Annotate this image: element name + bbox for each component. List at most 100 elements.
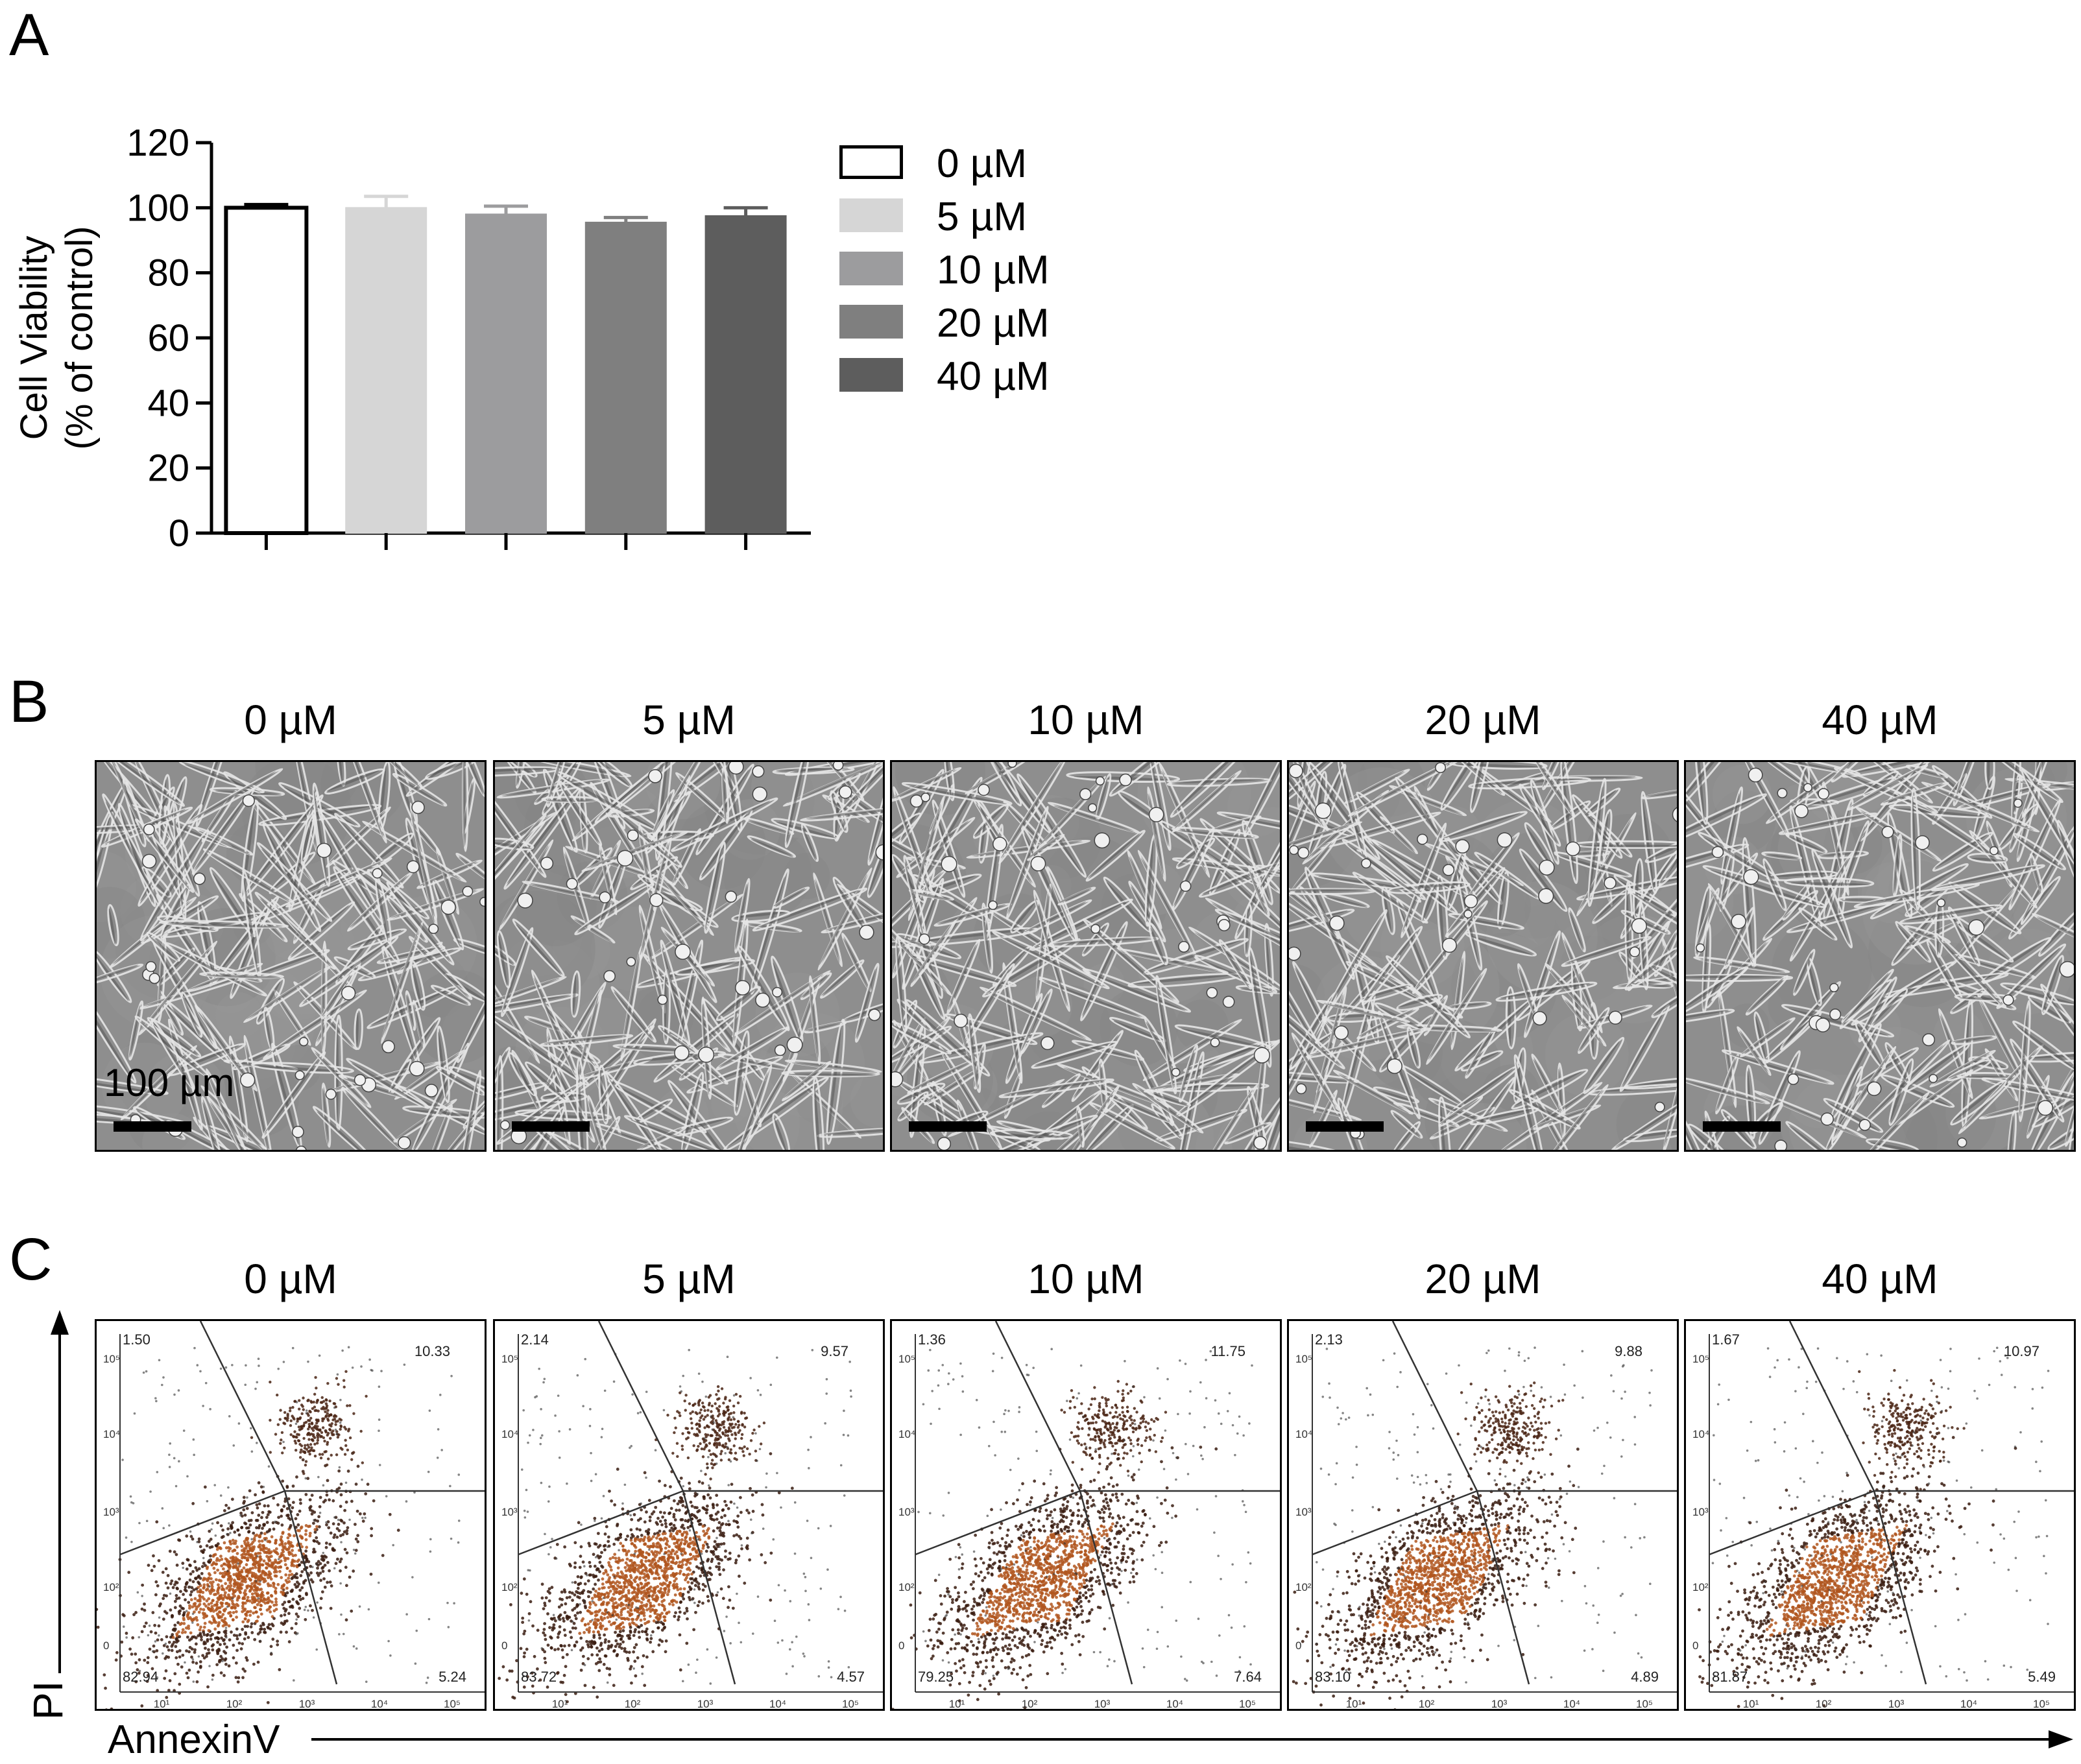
annexin-arrow-head bbox=[2049, 1730, 2073, 1748]
flow-title-2: 10 µM bbox=[1028, 1256, 1144, 1302]
gate-line bbox=[283, 1490, 338, 1685]
gate-line bbox=[199, 1321, 286, 1492]
quadrant-lr-value: 4.57 bbox=[837, 1669, 865, 1685]
flow-x-tick-label: 10¹ bbox=[1346, 1698, 1362, 1710]
flow-x-tick-label: 10³ bbox=[1888, 1698, 1905, 1710]
y-tick-label: 0 bbox=[169, 512, 189, 554]
quadrant-ul-value: 2.14 bbox=[521, 1331, 549, 1348]
gate-line bbox=[1788, 1321, 1875, 1492]
flow-y-tick-label: 10⁵ bbox=[898, 1353, 915, 1365]
micrograph-1 bbox=[493, 760, 885, 1152]
y-axis-label-line1: Cell Viability bbox=[13, 236, 55, 440]
quadrant-ur-value: 10.33 bbox=[415, 1343, 450, 1359]
flow-y-tick-label: 10² bbox=[898, 1581, 915, 1593]
y-tick-label: 20 bbox=[147, 447, 189, 490]
flow-x-tick-label: 10³ bbox=[1491, 1698, 1508, 1710]
flow-x-tick-label: 10² bbox=[226, 1698, 243, 1710]
quadrant-ur-value: 9.57 bbox=[821, 1343, 848, 1359]
quadrant-ll-value: 83.10 bbox=[1315, 1669, 1351, 1685]
flow-x-tick-label: 10⁵ bbox=[2033, 1698, 2050, 1710]
scale-bar-4 bbox=[1703, 1121, 1781, 1132]
gate-line bbox=[994, 1321, 1081, 1492]
gate-line bbox=[1709, 1490, 1875, 1556]
flow-x-tick-label: 10⁴ bbox=[769, 1698, 786, 1710]
annexin-axis-label: AnnexinV bbox=[108, 1717, 280, 1762]
micrograph-cells-1 bbox=[495, 762, 883, 1150]
gate-line bbox=[682, 1490, 736, 1685]
flow-x-tick-label: 10³ bbox=[299, 1698, 315, 1710]
panel-a-letter: A bbox=[9, 2, 49, 68]
panel-c-letter: C bbox=[9, 1226, 53, 1293]
legend-swatch-2 bbox=[839, 252, 903, 285]
flow-x-tick-label: 10² bbox=[625, 1698, 641, 1710]
pi-axis-label: PI bbox=[25, 1680, 71, 1720]
y-tick-label: 60 bbox=[147, 317, 189, 359]
legend-label-4: 40 µM bbox=[937, 354, 1050, 399]
pi-arrow-head bbox=[51, 1310, 69, 1335]
micrograph-cells-0 bbox=[97, 762, 485, 1150]
quadrant-ur-value: 11.75 bbox=[1211, 1343, 1245, 1359]
flow-plot-2: 10⁵ 10⁴ 10³ 10² 0 10¹ 10² 10³ 10⁴ 10⁵ 1.36 11.75 79.… bbox=[890, 1319, 1282, 1711]
flow-y-tick-label: 10² bbox=[1692, 1581, 1709, 1593]
bar-3 bbox=[584, 221, 667, 534]
flow-x-tick-label: 10² bbox=[1816, 1698, 1832, 1710]
legend-swatch-4 bbox=[839, 358, 903, 392]
flow-y-tick-label: 10³ bbox=[501, 1506, 518, 1518]
flow-x-tick-label: 10⁴ bbox=[1166, 1698, 1183, 1710]
flow-x-tick-label: 10³ bbox=[697, 1698, 714, 1710]
scale-bar-1 bbox=[512, 1121, 590, 1132]
flow-x-tick-label: 10⁴ bbox=[371, 1698, 388, 1710]
legend-swatch-3 bbox=[839, 305, 903, 339]
flow-y-tick-label: 10² bbox=[103, 1581, 119, 1593]
scale-bar-label: 100 µm bbox=[104, 1061, 235, 1104]
micrograph-cells-3 bbox=[1289, 762, 1677, 1150]
micrograph-title-1: 5 µM bbox=[642, 697, 736, 743]
flow-x-tick-label: 10³ bbox=[1094, 1698, 1111, 1710]
flow-plot-0: 10⁵ 10⁴ 10³ 10² 0 10¹ 10² 10³ 10⁴ 10⁵ 1.50 10.33 82.… bbox=[95, 1319, 487, 1711]
flow-x-tick-label: 10² bbox=[1419, 1698, 1435, 1710]
micrograph-cells-4 bbox=[1686, 762, 2074, 1150]
micrograph-title-4: 40 µM bbox=[1822, 697, 1938, 743]
gate-line bbox=[1312, 1490, 1478, 1556]
quadrant-ur-value: 10.97 bbox=[2004, 1343, 2039, 1359]
scale-bar-3 bbox=[1306, 1121, 1384, 1132]
flow-y-tick-label: 10⁵ bbox=[501, 1353, 518, 1365]
flow-y-tick-label: 10⁵ bbox=[103, 1353, 120, 1365]
quadrant-ll-value: 83.72 bbox=[521, 1669, 557, 1685]
flow-y-tick-label: 0 bbox=[898, 1639, 904, 1652]
gate-line bbox=[1391, 1321, 1478, 1492]
y-tick-label: 100 bbox=[126, 187, 189, 229]
quadrant-lr-value: 5.24 bbox=[439, 1669, 466, 1685]
flow-y-tick-label: 0 bbox=[103, 1639, 109, 1652]
gate-line bbox=[1476, 1490, 1530, 1685]
scale-bar-2 bbox=[909, 1121, 987, 1132]
quadrant-lr-value: 4.89 bbox=[1631, 1669, 1659, 1685]
quadrant-ul-value: 2.13 bbox=[1315, 1331, 1343, 1348]
flow-x-tick-label: 10¹ bbox=[552, 1698, 568, 1710]
panel-b-letter: B bbox=[9, 669, 49, 735]
quadrant-ll-value: 81.87 bbox=[1712, 1669, 1748, 1685]
gate-line bbox=[597, 1321, 684, 1492]
flow-y-tick-label: 10⁵ bbox=[1692, 1353, 1709, 1365]
scale-bar-0 bbox=[114, 1121, 191, 1132]
legend-swatch-1 bbox=[839, 198, 903, 232]
viability-bar-chart: 0 20 40 60 80 100 120 Cell Viability (% of contr… bbox=[0, 97, 1103, 564]
flow-y-tick-label: 10⁵ bbox=[1295, 1353, 1312, 1365]
quadrant-ll-value: 82.94 bbox=[123, 1669, 158, 1685]
flow-y-tick-label: 10³ bbox=[1692, 1506, 1709, 1518]
flow-plot-3: 10⁵ 10⁴ 10³ 10² 0 10¹ 10² 10³ 10⁴ 10⁵ 2.13 9.88 83.1… bbox=[1287, 1319, 1679, 1711]
micrograph-3 bbox=[1287, 760, 1679, 1152]
flow-y-tick-label: 10⁴ bbox=[501, 1428, 518, 1440]
flow-x-tick-label: 10⁵ bbox=[444, 1698, 461, 1710]
gate-line bbox=[1873, 1490, 1927, 1685]
flow-x-tick-label: 10⁵ bbox=[1636, 1698, 1653, 1710]
quadrant-ul-value: 1.50 bbox=[123, 1331, 150, 1348]
gate-line bbox=[119, 1490, 285, 1556]
micrograph-title-0: 0 µM bbox=[244, 697, 337, 743]
bar-2 bbox=[465, 213, 547, 534]
flow-x-tick-label: 10² bbox=[1022, 1698, 1038, 1710]
flow-y-tick-label: 10³ bbox=[898, 1506, 915, 1518]
